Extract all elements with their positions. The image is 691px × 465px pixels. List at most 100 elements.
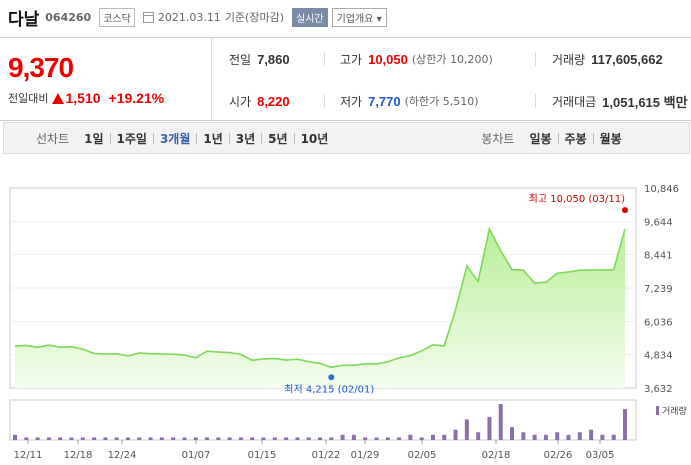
volume-bar xyxy=(532,434,537,440)
volume-bar xyxy=(205,437,210,440)
volume-bar xyxy=(408,434,413,440)
volume-bar xyxy=(397,437,402,440)
prev-close: 전일 7,860 xyxy=(229,49,290,69)
volume-bar xyxy=(216,437,221,440)
volume-bar xyxy=(385,437,390,440)
current-price: 9,370 xyxy=(8,52,74,83)
volume-bar xyxy=(340,434,345,440)
volume-bar xyxy=(159,437,164,440)
volume-plot-frame xyxy=(9,399,637,441)
candle-tab-monthly[interactable]: 월봉 xyxy=(599,131,622,146)
volume-bar xyxy=(521,432,526,440)
volume-bar xyxy=(182,437,187,440)
volume-bar xyxy=(46,437,51,440)
open-label: 시가 xyxy=(229,94,252,109)
period-tab-1d[interactable]: 1일 xyxy=(84,131,104,146)
period-tab-1y[interactable]: 1년 xyxy=(203,131,223,146)
high-value: 10,050 xyxy=(368,51,408,67)
x-tick-label: 02/26 xyxy=(544,450,573,461)
period-tab-10y[interactable]: 10년 xyxy=(300,131,329,146)
low-value: 7,770 xyxy=(368,93,401,109)
volume-bar xyxy=(476,432,481,440)
price-line xyxy=(14,226,626,369)
volume-bar xyxy=(193,437,198,440)
volume-bar xyxy=(318,437,322,440)
prev-close-label: 전일 xyxy=(229,52,252,67)
price-chart: 10,846 9,644 8,441 7,239 6,036 4,834 3,632 12/1… xyxy=(0,176,691,465)
x-tick-label: 03/05 xyxy=(586,450,615,461)
volume-bar xyxy=(171,437,176,440)
x-tick-label: 12/18 xyxy=(64,450,93,461)
y-tick-label: 10,846 xyxy=(644,184,679,195)
stock-header: 다날 064260 코스닥 2021.03.11 기준(장마감) 실시간 기업개… xyxy=(0,0,691,34)
volume-legend-label: 거래량 xyxy=(662,405,687,417)
prev-close-value: 7,860 xyxy=(257,51,290,67)
min-price-dot xyxy=(328,374,335,381)
period-tab-3y[interactable]: 3년 xyxy=(235,131,256,146)
price-summary: 9,370 전일대비 1,510 +19.21% 전일 7,860 고가 10,… xyxy=(0,37,691,121)
candle-tab-weekly[interactable]: 주봉 xyxy=(564,131,587,146)
volume-bar xyxy=(80,437,85,440)
amount-label: 거래대금 xyxy=(552,94,597,109)
volume-bar xyxy=(114,437,119,440)
quote-basis: 기준(장마감) xyxy=(224,11,284,24)
divider xyxy=(535,94,536,108)
volume-value: 117,605,662 xyxy=(591,51,663,67)
volume-bar xyxy=(419,437,424,440)
volume-bar xyxy=(261,437,266,440)
price-area xyxy=(15,228,625,388)
volume-bar xyxy=(238,437,243,440)
x-tick-label: 01/15 xyxy=(248,450,277,461)
volume-bar xyxy=(487,416,492,440)
volume-bar xyxy=(566,434,571,440)
volume-bar xyxy=(611,434,616,440)
volume-bar xyxy=(453,429,458,440)
y-tick-label: 6,036 xyxy=(644,317,673,328)
period-tab-3m[interactable]: 3개월 xyxy=(159,131,191,146)
period-tab-5y[interactable]: 5년 xyxy=(268,131,288,146)
volume-bar xyxy=(442,434,447,440)
x-tick-label: 02/18 xyxy=(482,450,511,461)
high-label: 고가 xyxy=(340,52,363,67)
volume-bar xyxy=(250,437,255,440)
divider xyxy=(535,52,536,66)
calendar-icon xyxy=(142,11,154,23)
low-label: 저가 xyxy=(340,94,363,109)
divider xyxy=(228,132,230,144)
candle-tab-daily[interactable]: 일봉 xyxy=(529,131,552,146)
price-chart-svg: 10,846 9,644 8,441 7,239 6,036 4,834 3,632 12/1… xyxy=(9,184,687,461)
x-tick-label: 12/24 xyxy=(108,450,137,461)
volume-bar xyxy=(464,419,469,440)
volume-bar xyxy=(498,404,503,440)
volume-bar xyxy=(24,437,29,440)
volume-bar xyxy=(510,427,515,440)
volume-legend-swatch xyxy=(656,406,659,415)
divider xyxy=(152,132,154,144)
change-percent: +19.21% xyxy=(108,90,165,106)
change-amount: 1,510 xyxy=(65,90,101,106)
divider xyxy=(557,132,559,144)
market-badge: 코스닥 xyxy=(99,7,135,27)
amount-value: 1,051,615 백만 xyxy=(602,94,688,110)
volume-bar xyxy=(69,437,74,440)
company-info-dropdown[interactable]: 기업개요 ▾ xyxy=(331,7,387,27)
volume-bar xyxy=(125,437,130,440)
y-tick-label: 4,834 xyxy=(644,351,673,362)
realtime-button[interactable]: 실시간 xyxy=(292,7,328,27)
volume-bar xyxy=(577,432,582,440)
high-price: 고가 10,050 (상한가 10,200) xyxy=(340,49,493,69)
divider xyxy=(592,132,594,144)
volume-bar xyxy=(227,437,232,440)
volume-bar xyxy=(272,437,277,440)
max-price-dot xyxy=(622,207,628,214)
upper-limit: (상한가 10,200) xyxy=(411,53,493,66)
max-price-label: 최고 10,050 (03/11) xyxy=(529,193,625,205)
lower-limit: (하한가 5,510) xyxy=(404,95,479,108)
period-tab-1w[interactable]: 1주일 xyxy=(116,131,147,146)
line-chart-label: 선차트 xyxy=(36,131,70,146)
volume-bar xyxy=(430,434,435,440)
company-info-label: 기업개요 xyxy=(336,13,374,25)
x-tick-label: 01/22 xyxy=(312,450,341,461)
current-price-box: 9,370 전일대비 1,510 +19.21% xyxy=(0,38,212,120)
chevron-down-icon: ▾ xyxy=(376,13,382,25)
